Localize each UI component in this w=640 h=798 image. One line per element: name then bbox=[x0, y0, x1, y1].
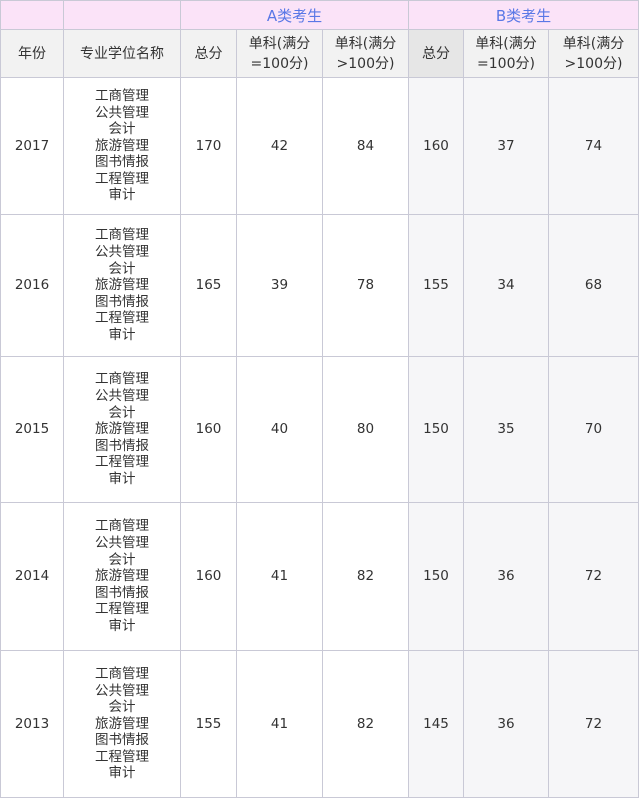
column-header-row: 年份 专业学位名称 总分 单科(满分=100分) 单科(满分>100分) 总分 … bbox=[0, 29, 640, 78]
major-item: 公共管理 bbox=[95, 104, 149, 121]
a-single100-cell: 39 bbox=[236, 214, 323, 357]
major-item: 工商管理 bbox=[95, 227, 149, 244]
major-item: 审计 bbox=[108, 187, 136, 204]
a-total-cell: 160 bbox=[180, 356, 237, 503]
major-item: 工程管理 bbox=[95, 310, 149, 327]
b-singleover-cell: 72 bbox=[548, 502, 640, 651]
a-singleover-cell: 82 bbox=[321, 650, 410, 798]
major-item: 公共管理 bbox=[95, 388, 149, 405]
major-item: 图书情报 bbox=[95, 154, 149, 171]
major-list-cell: 工商管理 公共管理 会计 旅游管理 图书情报 工程管理 审计 bbox=[63, 356, 181, 503]
b-singleover-cell: 68 bbox=[548, 214, 640, 357]
a-single100-cell: 40 bbox=[236, 356, 323, 503]
group-a-header: A类考生 bbox=[179, 0, 410, 30]
table-row: 2017 工商管理 公共管理 会计 旅游管理 图书情报 工程管理 审计 170 42 84 160 37… bbox=[0, 77, 640, 215]
a-singleover-header: 单科(满分>100分) bbox=[321, 29, 410, 78]
a-singleover-cell: 82 bbox=[321, 502, 410, 651]
b-single100-cell: 36 bbox=[463, 650, 550, 798]
year-cell: 2016 bbox=[0, 214, 64, 357]
b-total-cell: 160 bbox=[408, 77, 465, 215]
a-single100-cell: 41 bbox=[236, 650, 323, 798]
major-item: 工商管理 bbox=[95, 518, 149, 535]
b-singleover-cell: 72 bbox=[548, 650, 640, 798]
a-total-cell: 155 bbox=[180, 650, 237, 798]
major-list-cell: 工商管理 公共管理 会计 旅游管理 图书情报 工程管理 审计 bbox=[63, 77, 181, 215]
major-item: 会计 bbox=[108, 260, 136, 277]
a-total-cell: 160 bbox=[180, 502, 237, 651]
a-singleover-cell: 84 bbox=[321, 77, 410, 215]
a-total-cell: 170 bbox=[180, 77, 237, 215]
major-header: 专业学位名称 bbox=[63, 29, 181, 78]
table-row: 2016 工商管理 公共管理 会计 旅游管理 图书情报 工程管理 审计 165 39 78 155 34… bbox=[0, 214, 640, 357]
a-single100-header: 单科(满分=100分) bbox=[236, 29, 323, 78]
major-item: 旅游管理 bbox=[95, 715, 149, 732]
major-item: 工程管理 bbox=[95, 170, 149, 187]
year-cell: 2015 bbox=[0, 356, 64, 503]
b-single100-header: 单科(满分=100分) bbox=[463, 29, 550, 78]
table-row: 2014 工商管理 公共管理 会计 旅游管理 图书情报 工程管理 审计 160 41 82 150 36… bbox=[0, 502, 640, 651]
year-cell: 2013 bbox=[0, 650, 64, 798]
major-item: 公共管理 bbox=[95, 682, 149, 699]
major-item: 工商管理 bbox=[95, 665, 149, 682]
b-total-cell: 150 bbox=[408, 502, 465, 651]
major-item: 工程管理 bbox=[95, 454, 149, 471]
major-item: 图书情报 bbox=[95, 437, 149, 454]
major-item: 旅游管理 bbox=[95, 277, 149, 294]
a-single100-cell: 41 bbox=[236, 502, 323, 651]
b-singleover-cell: 74 bbox=[548, 77, 640, 215]
a-single100-cell: 42 bbox=[236, 77, 323, 215]
group-header-row: A类考生 B类考生 bbox=[0, 0, 640, 30]
a-singleover-cell: 80 bbox=[321, 356, 410, 503]
major-item: 旅游管理 bbox=[95, 421, 149, 438]
b-single100-cell: 34 bbox=[463, 214, 550, 357]
b-singleover-header: 单科(满分>100分) bbox=[548, 29, 640, 78]
major-item: 工商管理 bbox=[95, 371, 149, 388]
major-item: 审计 bbox=[108, 326, 136, 343]
a-total-header: 总分 bbox=[180, 29, 237, 78]
a-total-cell: 165 bbox=[180, 214, 237, 357]
major-item: 旅游管理 bbox=[95, 137, 149, 154]
a-singleover-cell: 78 bbox=[321, 214, 410, 357]
b-singleover-cell: 70 bbox=[548, 356, 640, 503]
year-header: 年份 bbox=[0, 29, 64, 78]
major-item: 审计 bbox=[108, 617, 136, 634]
major-item: 工程管理 bbox=[95, 601, 149, 618]
b-single100-cell: 37 bbox=[463, 77, 550, 215]
major-item: 公共管理 bbox=[95, 535, 149, 552]
major-item: 图书情报 bbox=[95, 584, 149, 601]
major-item: 会计 bbox=[108, 404, 136, 421]
major-item: 审计 bbox=[108, 765, 136, 782]
b-single100-cell: 35 bbox=[463, 356, 550, 503]
group-b-header: B类考生 bbox=[408, 0, 640, 30]
table-row: 2013 工商管理 公共管理 会计 旅游管理 图书情报 工程管理 审计 155 41 82 145 36… bbox=[0, 650, 640, 798]
major-item: 公共管理 bbox=[95, 244, 149, 261]
major-item: 审计 bbox=[108, 470, 136, 487]
major-item: 旅游管理 bbox=[95, 568, 149, 585]
major-item: 工商管理 bbox=[95, 87, 149, 104]
major-item: 会计 bbox=[108, 699, 136, 716]
b-total-cell: 145 bbox=[408, 650, 465, 798]
b-total-header: 总分 bbox=[408, 29, 465, 78]
b-total-cell: 155 bbox=[408, 214, 465, 357]
major-item: 会计 bbox=[108, 121, 136, 138]
b-single100-cell: 36 bbox=[463, 502, 550, 651]
major-list-cell: 工商管理 公共管理 会计 旅游管理 图书情报 工程管理 审计 bbox=[63, 502, 181, 651]
major-list-cell: 工商管理 公共管理 会计 旅游管理 图书情报 工程管理 审计 bbox=[63, 650, 181, 798]
year-cell: 2017 bbox=[0, 77, 64, 215]
table-row: 2015 工商管理 公共管理 会计 旅游管理 图书情报 工程管理 审计 160 40 80 150 35… bbox=[0, 356, 640, 503]
major-item: 图书情报 bbox=[95, 732, 149, 749]
major-item: 会计 bbox=[108, 551, 136, 568]
major-list-cell: 工商管理 公共管理 会计 旅游管理 图书情报 工程管理 审计 bbox=[63, 214, 181, 357]
b-total-cell: 150 bbox=[408, 356, 465, 503]
year-cell: 2014 bbox=[0, 502, 64, 651]
major-item: 图书情报 bbox=[95, 293, 149, 310]
major-item: 工程管理 bbox=[95, 748, 149, 765]
